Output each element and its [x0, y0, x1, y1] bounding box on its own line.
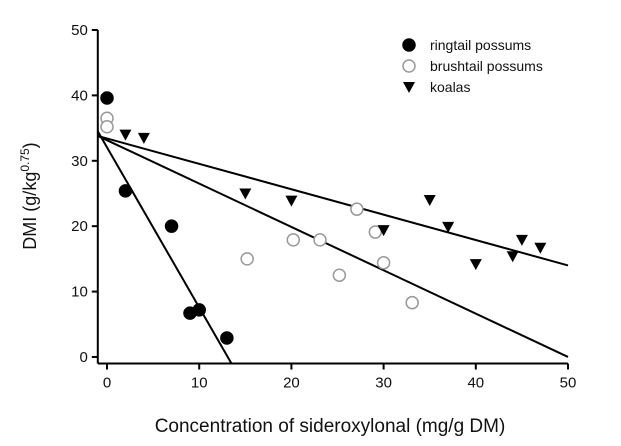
y-tick-label: 30 [71, 153, 88, 170]
point [423, 195, 436, 207]
y-axis-label: DMI (g/kg0.75) [18, 142, 40, 249]
point [137, 132, 150, 144]
point [313, 233, 327, 247]
fit-line [97, 135, 569, 358]
y-tick-label: 40 [71, 87, 88, 104]
point [239, 188, 252, 200]
point [442, 221, 455, 233]
point [119, 129, 132, 141]
point [100, 120, 114, 134]
point [164, 219, 179, 233]
legend-label: brushtail possums [430, 58, 543, 74]
point [534, 242, 547, 254]
point [118, 184, 133, 198]
x-tick-label: 0 [103, 375, 111, 392]
point [368, 225, 383, 239]
legend-label: koalas [430, 79, 470, 95]
point [240, 252, 254, 266]
y-axis-label-main: DMI (g/kg [20, 172, 40, 250]
x-tick-label: 50 [560, 375, 577, 392]
x-tick-label: 40 [467, 375, 484, 392]
point [469, 259, 482, 271]
point [192, 303, 206, 317]
point [285, 195, 298, 207]
y-tick-label: 20 [71, 218, 88, 235]
x-tick-label: 10 [191, 375, 208, 392]
x-tick-label: 30 [375, 375, 392, 392]
x-tick-label: 20 [283, 375, 300, 392]
x-axis-label: Concentration of sideroxylonal (mg/g DM) [155, 416, 506, 437]
point [515, 234, 528, 246]
point [332, 268, 347, 282]
y-tick-label: 50 [71, 22, 88, 39]
point [377, 225, 390, 237]
fit-line [97, 134, 569, 267]
y-axis-label-sup: 0.75 [18, 148, 32, 172]
point [376, 256, 391, 270]
y-tick-label: 0 [79, 349, 87, 366]
point [286, 233, 301, 247]
legend-marker [402, 38, 416, 52]
point [100, 91, 114, 105]
legend-marker [402, 59, 416, 73]
point [506, 251, 519, 263]
fit-line [96, 130, 233, 364]
y-tick-label: 10 [71, 284, 88, 301]
point [405, 295, 419, 310]
point [350, 202, 364, 216]
y-axis-label-end: ) [20, 142, 40, 148]
point [220, 331, 234, 345]
legend-marker [403, 82, 415, 93]
legend-label: ringtail possums [430, 37, 531, 53]
